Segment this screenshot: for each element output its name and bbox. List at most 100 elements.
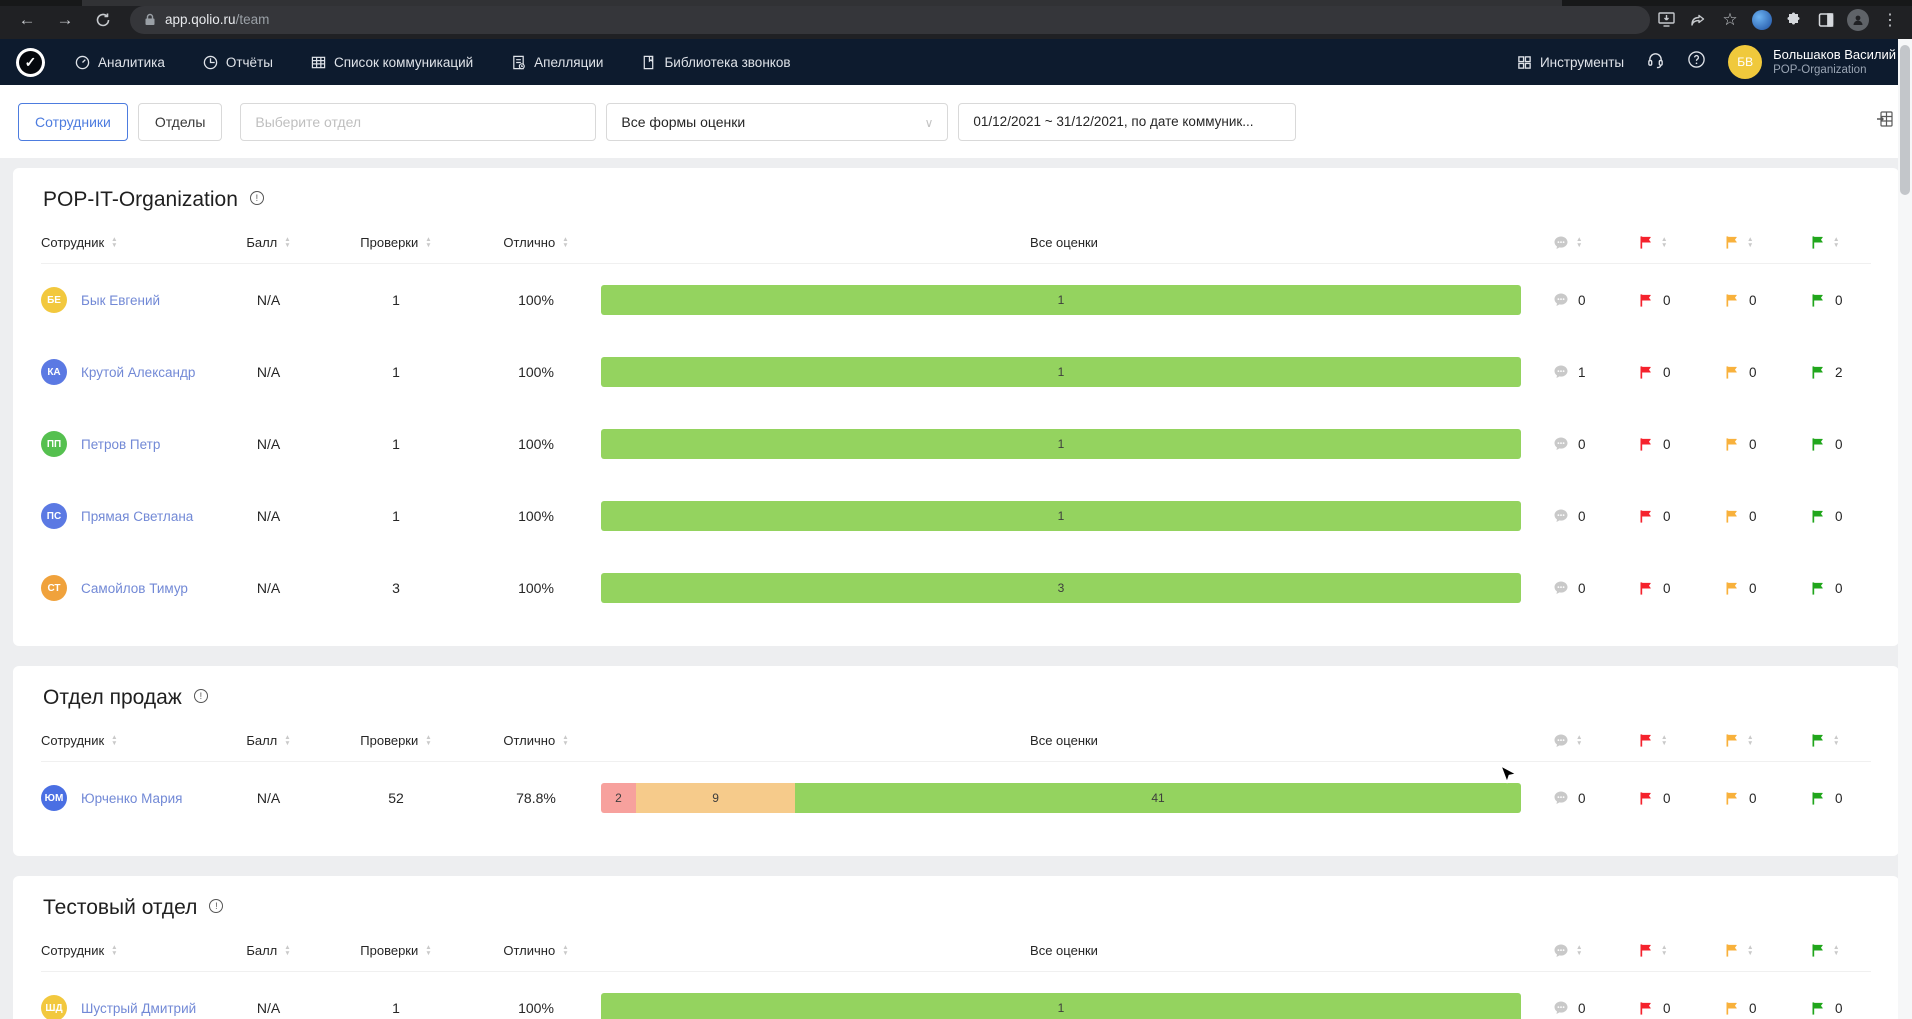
avatar: СТ <box>41 575 67 601</box>
card-title: Отдел продаж <box>43 686 182 710</box>
green-flags-cell: 2 <box>1785 365 1871 380</box>
header-employee[interactable]: Сотрудник <box>41 943 216 958</box>
export-xls-icon <box>1876 110 1894 128</box>
scrollbar-thumb[interactable] <box>1900 45 1910 195</box>
header-employee[interactable]: Сотрудник <box>41 235 216 250</box>
install-icon[interactable] <box>1652 6 1680 34</box>
scores-bar[interactable]: 1 <box>601 429 1521 459</box>
tab-employees[interactable]: Сотрудники <box>18 103 128 141</box>
header-all-scores: Все оценки <box>601 235 1527 250</box>
menu-item-appeals[interactable]: Апелляции <box>511 55 603 70</box>
extensions-puzzle-icon[interactable] <box>1780 6 1808 34</box>
sort-icon <box>1747 735 1753 746</box>
header-green-flags[interactable] <box>1785 235 1871 250</box>
red-flag-icon <box>1639 365 1654 380</box>
comments-cell: 0 <box>1527 292 1613 308</box>
table-row: ПС Прямая Светлана N/A 1 100% 1 0 0 0 0 <box>41 480 1871 552</box>
header-red-flags[interactable] <box>1613 733 1699 748</box>
comment-icon <box>1553 1000 1569 1016</box>
header-score[interactable]: Балл <box>216 943 321 958</box>
header-comments[interactable] <box>1527 235 1613 251</box>
employee-link[interactable]: Шустрый Дмитрий <box>81 1001 196 1016</box>
red-flags-cell: 0 <box>1613 509 1699 524</box>
orange-flags-cell: 0 <box>1699 509 1785 524</box>
header-green-flags[interactable] <box>1785 943 1871 958</box>
header-red-flags[interactable] <box>1613 943 1699 958</box>
comment-icon <box>1553 436 1569 452</box>
browser-profile-icon[interactable] <box>1844 6 1872 34</box>
excellent-value: 100% <box>471 292 601 308</box>
browser-back-button[interactable]: ← <box>12 5 42 35</box>
header-reviews[interactable]: Проверки <box>321 235 471 250</box>
browser-forward-button[interactable]: → <box>50 5 80 35</box>
employee-link[interactable]: Петров Петр <box>81 437 160 452</box>
browser-menu-icon[interactable] <box>1876 6 1904 34</box>
comments-count: 0 <box>1578 437 1586 452</box>
header-red-flags[interactable] <box>1613 235 1699 250</box>
menu-item-reports[interactable]: Отчёты <box>203 55 273 70</box>
user-menu[interactable]: БВ Большаков Василий POP-Organization <box>1728 45 1896 79</box>
green-flags-count: 0 <box>1835 293 1843 308</box>
header-orange-flags[interactable] <box>1699 235 1785 250</box>
orange-flags-count: 0 <box>1749 365 1757 380</box>
department-select-input[interactable]: Выберите отдел <box>240 103 596 141</box>
header-orange-flags[interactable] <box>1699 733 1785 748</box>
qolio-logo[interactable]: ✓ <box>16 48 45 77</box>
info-icon[interactable] <box>194 689 208 703</box>
help-icon[interactable] <box>1687 50 1706 74</box>
qolio-extension-icon[interactable] <box>1748 6 1776 34</box>
bookmark-icon[interactable] <box>1716 6 1744 34</box>
scores-bar[interactable]: 3 <box>601 573 1521 603</box>
sort-icon <box>425 945 431 956</box>
header-employee[interactable]: Сотрудник <box>41 733 216 748</box>
info-icon[interactable] <box>209 899 223 913</box>
employee-link[interactable]: Бык Евгений <box>81 293 160 308</box>
scores-bar[interactable]: 1 <box>601 357 1521 387</box>
header-reviews[interactable]: Проверки <box>321 943 471 958</box>
menu-item-communications[interactable]: Список коммуникаций <box>311 55 473 70</box>
menu-item-tools[interactable]: Инструменты <box>1517 55 1624 70</box>
scores-bar[interactable]: 1 <box>601 993 1521 1019</box>
lock-icon <box>144 13 156 26</box>
address-bar[interactable]: app.qolio.ru/team <box>130 6 1650 34</box>
scores-bar[interactable]: 1 <box>601 501 1521 531</box>
scores-bar[interactable]: 1 <box>601 285 1521 315</box>
header-excellent[interactable]: Отлично <box>471 733 601 748</box>
header-comments[interactable] <box>1527 943 1613 959</box>
header-excellent[interactable]: Отлично <box>471 235 601 250</box>
menu-item-analytics[interactable]: Аналитика <box>75 55 165 70</box>
tab-departments[interactable]: Отделы <box>138 103 223 141</box>
export-button[interactable] <box>1876 110 1894 133</box>
header-score[interactable]: Балл <box>216 235 321 250</box>
info-icon[interactable] <box>250 191 264 205</box>
orange-flags-cell: 0 <box>1699 1001 1785 1016</box>
avatar: ПС <box>41 503 67 529</box>
employee-link[interactable]: Прямая Светлана <box>81 509 193 524</box>
scores-bar[interactable]: 2941 <box>601 783 1521 813</box>
sort-icon <box>1576 735 1582 746</box>
share-icon[interactable] <box>1684 6 1712 34</box>
support-headset-icon[interactable] <box>1646 50 1665 74</box>
header-reviews[interactable]: Проверки <box>321 733 471 748</box>
header-score[interactable]: Балл <box>216 733 321 748</box>
header-comments[interactable] <box>1527 733 1613 749</box>
avatar: ПП <box>41 431 67 457</box>
menu-item-call-library[interactable]: Библиотека звонков <box>641 55 790 70</box>
orange-flag-icon <box>1725 1001 1740 1016</box>
table-row: КА Крутой Александр N/A 1 100% 1 1 0 0 2 <box>41 336 1871 408</box>
header-green-flags[interactable] <box>1785 733 1871 748</box>
green-flags-count: 0 <box>1835 1001 1843 1016</box>
side-panel-icon[interactable] <box>1812 6 1840 34</box>
browser-reload-button[interactable] <box>88 5 118 35</box>
employee-link[interactable]: Крутой Александр <box>81 365 195 380</box>
header-orange-flags[interactable] <box>1699 943 1785 958</box>
header-excellent[interactable]: Отлично <box>471 943 601 958</box>
employee-link[interactable]: Самойлов Тимур <box>81 581 188 596</box>
red-flag-icon <box>1639 509 1654 524</box>
forms-select[interactable]: Все формы оценки <box>606 103 948 141</box>
comments-cell: 0 <box>1527 436 1613 452</box>
page-scrollbar[interactable] <box>1898 39 1912 1019</box>
avatar: КА <box>41 359 67 385</box>
date-range-input[interactable]: 01/12/2021 ~ 31/12/2021, по дате коммуни… <box>958 103 1296 141</box>
employee-link[interactable]: Юрченко Мария <box>81 791 182 806</box>
